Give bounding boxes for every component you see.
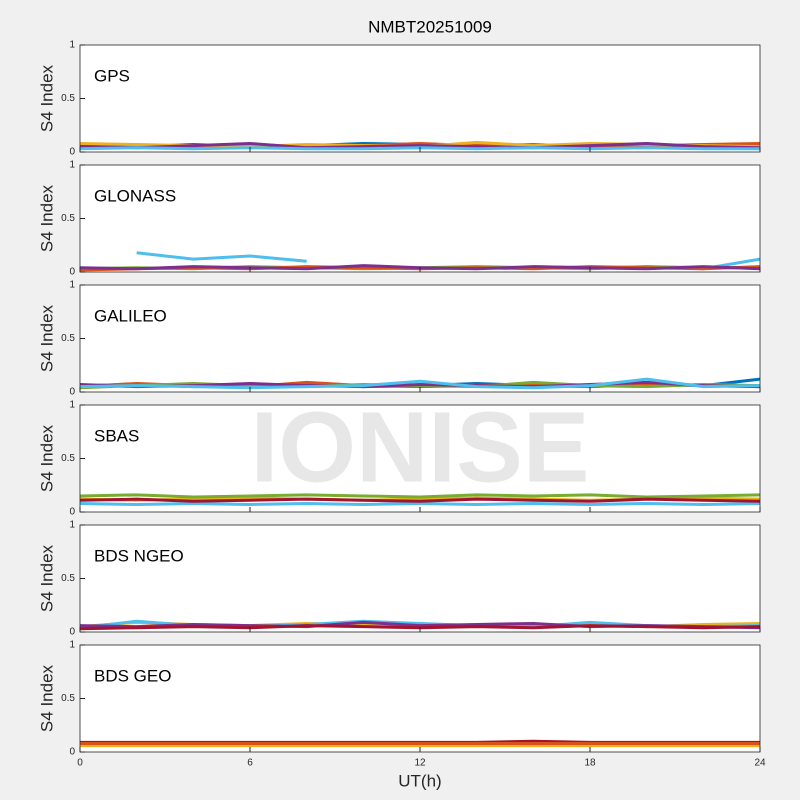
y-tick-label: 0.5 <box>61 213 75 224</box>
axes-background <box>80 525 760 632</box>
x-tick-label: 24 <box>754 758 766 769</box>
y-tick-label: 0 <box>69 747 75 758</box>
y-tick-label: 0.5 <box>61 573 75 584</box>
panel-label: GALILEO <box>94 306 167 325</box>
x-tick-label: 18 <box>584 758 596 769</box>
y-tick-label: 0 <box>69 387 75 398</box>
watermark: IONISE <box>251 391 590 503</box>
y-tick-label: 0 <box>69 507 75 518</box>
x-tick-label: 12 <box>414 758 426 769</box>
y-tick-label: 0 <box>69 147 75 158</box>
data-line <box>79 501 761 507</box>
panel-label: GPS <box>94 66 130 85</box>
data-line <box>79 497 761 503</box>
y-axis-label: S4 Index <box>37 544 56 612</box>
y-axis-label: S4 Index <box>37 424 56 492</box>
figure-title: NMBT20251009 <box>368 17 492 36</box>
y-axis-label: S4 Index <box>37 304 56 372</box>
axes-background <box>80 285 760 392</box>
y-tick-label: 0.5 <box>61 693 75 704</box>
y-tick-label: 0.5 <box>61 333 75 344</box>
y-tick-label: 1 <box>69 520 75 531</box>
y-tick-label: 0.5 <box>61 453 75 464</box>
y-axis-label: S4 Index <box>37 664 56 732</box>
axes-background <box>80 645 760 752</box>
panel-label: GLONASS <box>94 186 176 205</box>
y-tick-label: 1 <box>69 160 75 171</box>
panel-label: BDS NGEO <box>94 546 184 565</box>
x-axis-label: UT(h) <box>398 771 441 790</box>
panel-label: SBAS <box>94 426 139 445</box>
axes-background <box>80 45 760 152</box>
data-line <box>79 377 761 390</box>
axes-background <box>80 165 760 272</box>
y-tick-label: 0 <box>69 627 75 638</box>
x-tick-label: 6 <box>247 758 253 769</box>
y-tick-label: 0.5 <box>61 93 75 104</box>
y-axis-label: S4 Index <box>37 64 56 132</box>
y-tick-label: 1 <box>69 280 75 291</box>
data-line <box>79 141 761 150</box>
y-tick-label: 1 <box>69 40 75 51</box>
x-tick-label: 0 <box>77 758 83 769</box>
data-line <box>79 493 761 499</box>
y-axis-label: S4 Index <box>37 184 56 252</box>
y-tick-label: 0 <box>69 267 75 278</box>
panel-label: BDS GEO <box>94 666 171 685</box>
y-tick-label: 1 <box>69 640 75 651</box>
y-tick-label: 1 <box>69 400 75 411</box>
axes-background <box>80 405 760 512</box>
